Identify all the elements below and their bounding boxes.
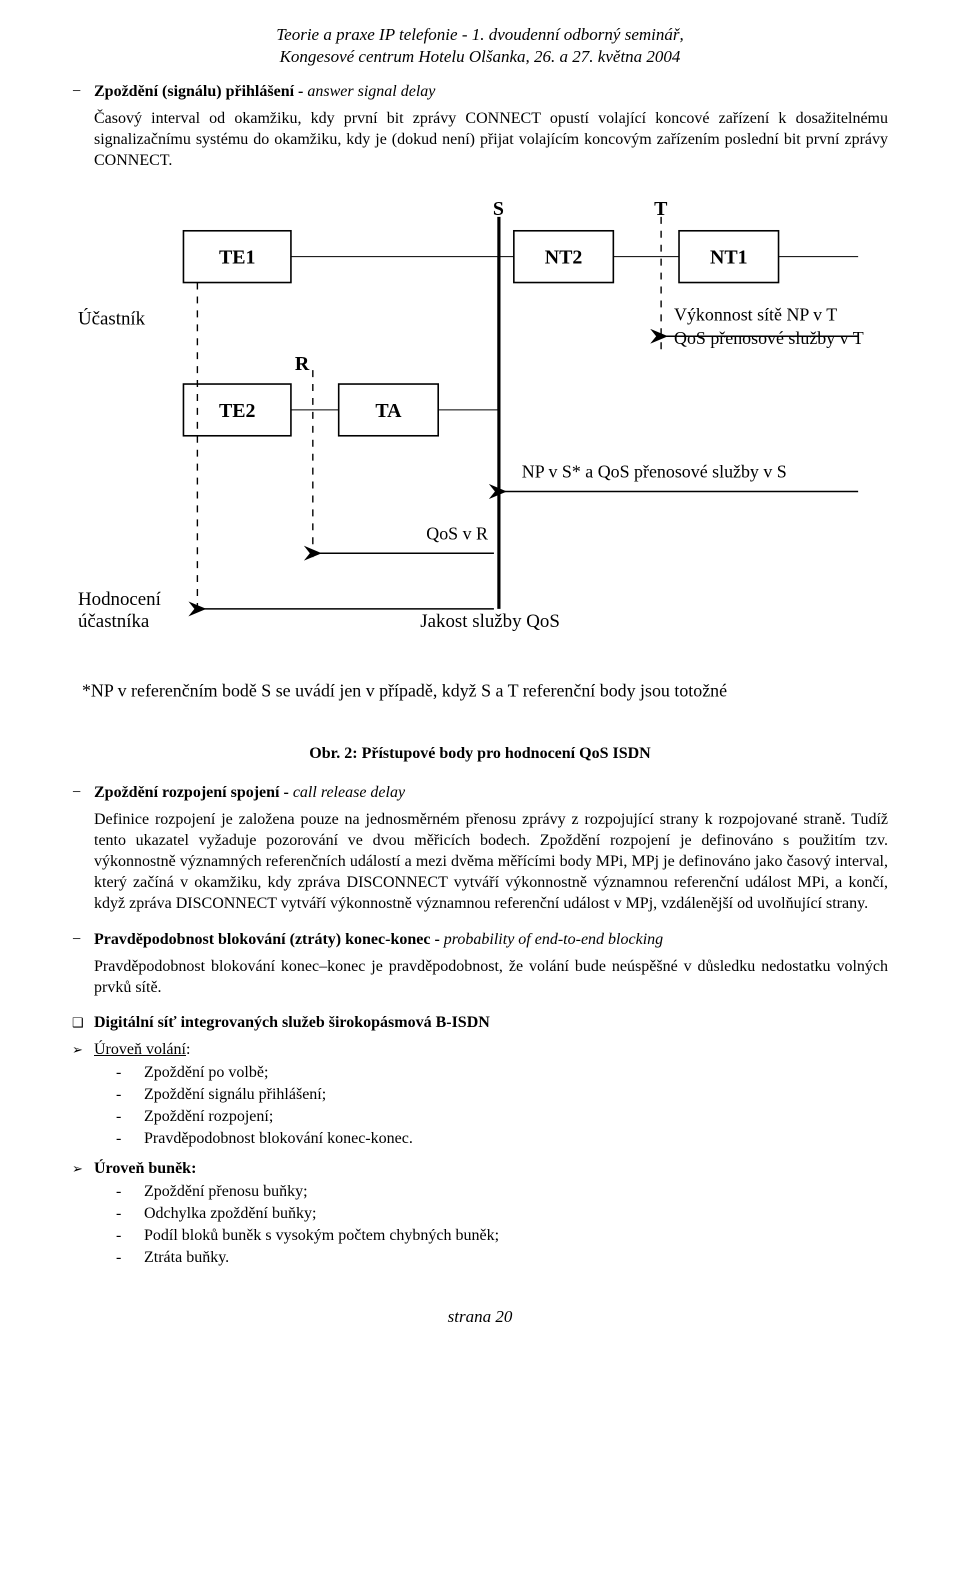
svg-text:Výkonnost sítě NP v T: Výkonnost sítě NP v T bbox=[674, 305, 837, 325]
list-item-text: Ztráta buňky. bbox=[144, 1247, 229, 1268]
bisdn-title: Digitální síť integrovaných služeb širok… bbox=[94, 1012, 490, 1033]
list-item: -Ztráta buňky. bbox=[116, 1247, 888, 1268]
square-bullet-icon: ❑ bbox=[72, 1012, 94, 1033]
section-call-release: − Zpoždění rozpojení spojení - call rele… bbox=[72, 782, 888, 803]
svg-text:Hodnocení: Hodnocení bbox=[78, 589, 162, 610]
header-line-1: Teorie a praxe IP telefonie - 1. dvouden… bbox=[72, 24, 888, 46]
dash-bullet: − bbox=[72, 782, 94, 803]
svg-text:účastníka: účastníka bbox=[78, 611, 150, 632]
list-item: -Odchylka zpoždění buňky; bbox=[116, 1203, 888, 1224]
sec3-title-italic: probability of end-to-end blocking bbox=[444, 931, 663, 948]
level-call: ➢ Úroveň volání: bbox=[72, 1039, 888, 1060]
hyphen-bullet: - bbox=[116, 1106, 144, 1127]
svg-text:TE2: TE2 bbox=[219, 400, 256, 422]
bisdn-heading: ❑ Digitální síť integrovaných služeb šir… bbox=[72, 1012, 888, 1033]
hyphen-bullet: - bbox=[116, 1084, 144, 1105]
hyphen-bullet: - bbox=[116, 1128, 144, 1149]
svg-text:QoS v R: QoS v R bbox=[426, 524, 488, 544]
level-cell: ➢ Úroveň buněk: bbox=[72, 1158, 888, 1179]
list-item-text: Zpoždění přenosu buňky; bbox=[144, 1181, 308, 1202]
hyphen-bullet: - bbox=[116, 1247, 144, 1268]
svg-text:TA: TA bbox=[375, 400, 402, 422]
svg-text:NT1: NT1 bbox=[710, 247, 748, 269]
sec2-title-italic: call release delay bbox=[293, 784, 405, 801]
hyphen-bullet: - bbox=[116, 1062, 144, 1083]
list-item-text: Zpoždění po volbě; bbox=[144, 1062, 268, 1083]
level-call-title: Úroveň volání bbox=[94, 1041, 186, 1058]
dash-bullet: − bbox=[72, 929, 94, 950]
list-item-text: Odchylka zpoždění buňky; bbox=[144, 1203, 316, 1224]
svg-text:Jakost služby QoS: Jakost služby QoS bbox=[420, 611, 560, 632]
page-footer: strana 20 bbox=[72, 1306, 888, 1328]
sec2-para: Definice rozpojení je založena pouze na … bbox=[94, 809, 888, 915]
sec1-title-bold: Zpoždění (signálu) přihlášení - bbox=[94, 83, 307, 100]
svg-text:S: S bbox=[493, 198, 504, 220]
list-item: -Zpoždění rozpojení; bbox=[116, 1106, 888, 1127]
figure-svg: TE1 NT2 NT1 TE2 TA S T R Účastník Hodnoceníúčastn… bbox=[72, 187, 888, 714]
page-header: Teorie a praxe IP telefonie - 1. dvouden… bbox=[72, 24, 888, 69]
list-item-text: Pravděpodobnost blokování konec-konec. bbox=[144, 1128, 413, 1149]
sec1-para: Časový interval od okamžiku, kdy první b… bbox=[94, 108, 888, 171]
list-item: -Pravděpodobnost blokování konec-konec. bbox=[116, 1128, 888, 1149]
triangle-bullet-icon: ➢ bbox=[72, 1158, 94, 1179]
header-line-2: Kongesové centrum Hotelu Olšanka, 26. a … bbox=[72, 46, 888, 68]
svg-text:Účastník: Účastník bbox=[78, 308, 146, 330]
section-blocking: − Pravděpodobnost blokování (ztráty) kon… bbox=[72, 929, 888, 950]
svg-text:T: T bbox=[654, 198, 667, 220]
sec1-title-italic: answer signal delay bbox=[307, 83, 435, 100]
list-item-text: Zpoždění rozpojení; bbox=[144, 1106, 273, 1127]
list-item: -Podíl bloků buněk s vysokým počtem chyb… bbox=[116, 1225, 888, 1246]
svg-text:QoS přenosové služby v T: QoS přenosové služby v T bbox=[674, 329, 864, 349]
svg-text:NT2: NT2 bbox=[545, 247, 583, 269]
svg-text:R: R bbox=[295, 353, 310, 375]
sec3-title-bold: Pravděpodobnost blokování (ztráty) konec… bbox=[94, 931, 444, 948]
level-call-list: -Zpoždění po volbě;-Zpoždění signálu při… bbox=[116, 1062, 888, 1149]
list-item-text: Podíl bloků buněk s vysokým počtem chybn… bbox=[144, 1225, 499, 1246]
page: Teorie a praxe IP telefonie - 1. dvouden… bbox=[0, 0, 960, 1369]
hyphen-bullet: - bbox=[116, 1203, 144, 1224]
list-item: -Zpoždění signálu přihlášení; bbox=[116, 1084, 888, 1105]
section-answer-delay: − Zpoždění (signálu) přihlášení - answer… bbox=[72, 81, 888, 102]
sec3-para: Pravděpodobnost blokování konec–konec je… bbox=[94, 956, 888, 998]
list-item-text: Zpoždění signálu přihlášení; bbox=[144, 1084, 326, 1105]
figure-caption: Obr. 2: Přístupové body pro hodnocení Qo… bbox=[72, 743, 888, 764]
hyphen-bullet: - bbox=[116, 1181, 144, 1202]
svg-text:*NP v referenčním bodě S se uv: *NP v referenčním bodě S se uvádí jen v … bbox=[82, 681, 727, 701]
list-item: -Zpoždění přenosu buňky; bbox=[116, 1181, 888, 1202]
svg-text:TE1: TE1 bbox=[219, 247, 255, 269]
level-call-title-suffix: : bbox=[186, 1041, 190, 1058]
list-item: -Zpoždění po volbě; bbox=[116, 1062, 888, 1083]
figure-2: TE1 NT2 NT1 TE2 TA S T R Účastník Hodnoceníúčastn… bbox=[72, 187, 888, 764]
level-cell-list: -Zpoždění přenosu buňky;-Odchylka zpoždě… bbox=[116, 1181, 888, 1268]
hyphen-bullet: - bbox=[116, 1225, 144, 1246]
dash-bullet: − bbox=[72, 81, 94, 102]
sec2-title-bold: Zpoždění rozpojení spojení - bbox=[94, 784, 293, 801]
triangle-bullet-icon: ➢ bbox=[72, 1039, 94, 1060]
level-cell-title: Úroveň buněk: bbox=[94, 1158, 196, 1179]
svg-text:NP v S* a QoS přenosové služby: NP v S* a QoS přenosové služby v S bbox=[522, 462, 787, 482]
